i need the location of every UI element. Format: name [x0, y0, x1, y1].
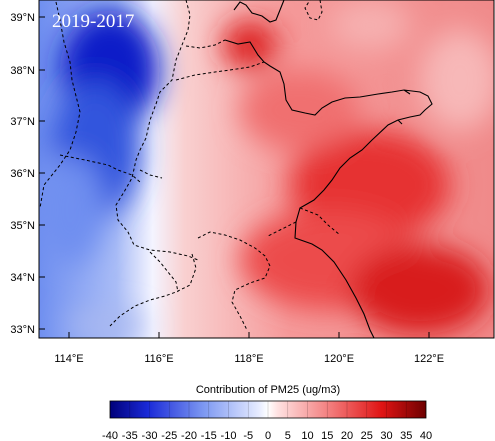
lon-tick-label: 118°E [234, 353, 263, 365]
colorbar-label: -15 [201, 430, 217, 441]
colorbar-label: -10 [221, 430, 237, 441]
plot-frame [38, 0, 495, 339]
province-boundaries [39, 0, 341, 331]
panel-title: 2019-2017 [52, 11, 134, 32]
lat-axis [39, 16, 45, 330]
lat-tick-label: 36°N [10, 168, 35, 180]
colorbar-label: 40 [420, 430, 432, 441]
lon-tick-labels: 114°E 116°E 118°E 120°E 122°E [54, 353, 444, 365]
colorbar-label: 20 [341, 430, 353, 441]
colorbar-label: -35 [122, 430, 138, 441]
lon-tick-label: 114°E [54, 353, 83, 365]
lat-tick-label: 35°N [10, 220, 35, 232]
colorbar-label: -25 [161, 430, 177, 441]
lat-tick-label: 37°N [10, 116, 35, 128]
colorbar-label: 5 [285, 430, 291, 441]
lon-axis [68, 332, 430, 338]
colorbar-ticks [129, 401, 407, 418]
lon-tick-label: 122°E [414, 353, 444, 365]
colorbar-label: 30 [380, 430, 392, 441]
lat-tick-labels: 39°N 38°N 37°N 36°N 35°N 34°N 33°N [10, 12, 35, 336]
colorbar-label: -5 [243, 430, 253, 441]
colorbar-labels: -40 -35 -30 -25 -20 -15 -10 -5 0 5 10 15 20 25 30 35 40 [102, 430, 432, 441]
colorbar-label: -20 [181, 430, 197, 441]
colorbar-label: -40 [102, 430, 118, 441]
colorbar [109, 400, 427, 419]
colorbar-label: 15 [321, 430, 333, 441]
lat-tick-label: 39°N [10, 12, 35, 24]
lat-tick-label: 34°N [10, 272, 35, 284]
lon-tick-label: 116°E [144, 353, 173, 365]
colorbar-label: 10 [301, 430, 313, 441]
lat-tick-label: 38°N [10, 65, 35, 77]
lon-tick-label: 120°E [324, 353, 354, 365]
colorbar-label: 25 [361, 430, 373, 441]
lat-tick-label: 33°N [10, 324, 35, 336]
colorbar-title: Contribution of PM25 (ug/m3) [196, 384, 340, 396]
colorbar-label: 35 [400, 430, 412, 441]
pm25-field [39, 0, 494, 338]
colorbar-label: -30 [142, 430, 158, 441]
colorbar-label: 0 [265, 430, 271, 441]
coastline [224, 0, 433, 339]
